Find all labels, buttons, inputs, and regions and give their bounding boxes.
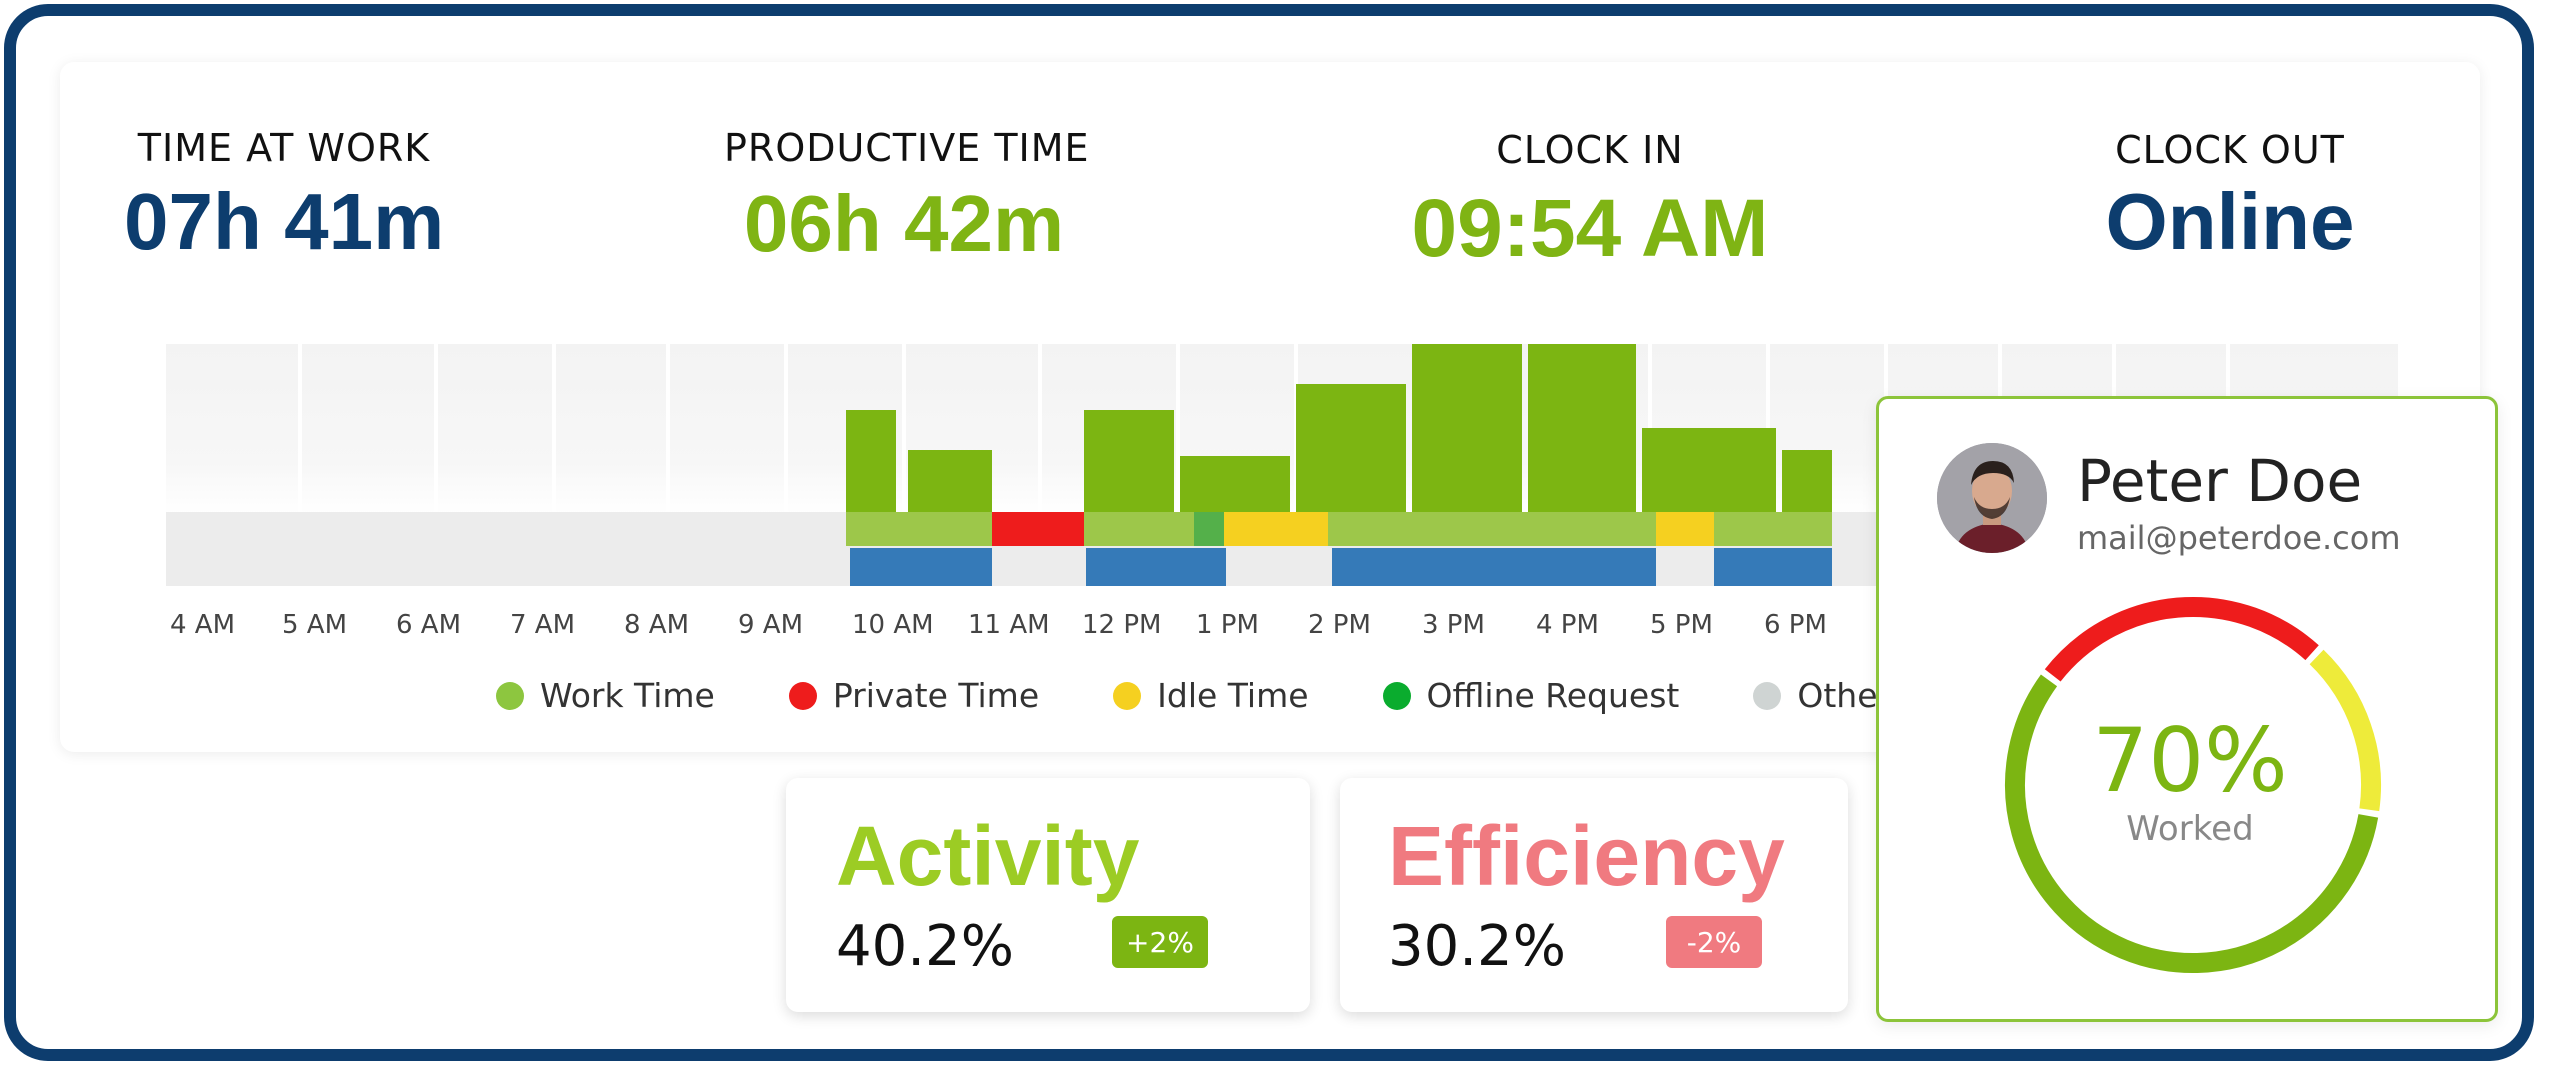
activity-bar[interactable] [1528,344,1636,514]
hour-tick: 2 PM [1308,610,1371,640]
profile-card[interactable]: Peter Doe mail@peterdoe.com 70% Worked [1876,396,2498,1022]
activity-bar[interactable] [1412,344,1522,514]
legend-dot [496,681,524,710]
efficiency-title: Efficiency [1388,809,1785,903]
stat-time-at-work: TIME AT WORK 07h 41m [124,126,444,262]
session-segment[interactable] [1086,548,1226,586]
hour-column [438,344,552,514]
stat-value: Online [2105,177,2355,266]
activity-bar[interactable] [908,450,992,514]
worked-donut-chart [2005,596,2381,973]
activity-bar[interactable] [1180,456,1290,514]
legend-item-offline-request[interactable]: Offline Request [1382,676,1680,715]
profile-name: Peter Doe [2077,447,2363,515]
legend-item-work-time[interactable]: Work Time [496,676,715,715]
session-segment[interactable] [850,548,992,586]
legend-label: Private Time [832,676,1040,715]
hour-tick: 4 AM [170,610,236,640]
legend-label: Work Time [540,676,715,715]
activity-change-badge: +2% [1112,916,1208,968]
work-time-segment[interactable] [1714,512,1832,546]
hour-column [166,344,298,514]
legend-dot [1382,681,1411,710]
stat-label: CLOCK OUT [2115,128,2345,172]
activity-card[interactable]: Activity 40.2% +2% [786,778,1310,1012]
worked-label: Worked [2126,809,2254,849]
worked-percent: 70% [2092,709,2288,812]
efficiency-card[interactable]: Efficiency 30.2% -2% [1340,778,1848,1012]
activity-bar[interactable] [846,410,896,514]
stat-clock-out: CLOCK OUT Online [2060,128,2400,262]
work-time-segment[interactable] [1328,512,1656,546]
session-segment[interactable] [1714,548,1832,586]
legend-dot [788,681,817,710]
stat-clock-in: CLOCK IN 09:54 AM [1410,128,1770,270]
stat-value: 09:54 AM [1411,183,1769,274]
private-time-segment[interactable] [992,512,1084,546]
stat-productive-time: PRODUCTIVE TIME 06h 42m [724,126,1090,268]
stat-value: 07h 41m [124,177,445,266]
idle-time-segment[interactable] [1656,512,1714,546]
profile-email: mail@peterdoe.com [2077,519,2401,557]
legend-item-idle-time[interactable]: Idle Time [1113,676,1309,715]
activity-value: 40.2% [836,914,1014,979]
activity-bar[interactable] [1084,410,1174,514]
hour-tick: 5 PM [1650,610,1713,640]
donut-segment-private [2044,596,2319,682]
hour-tick: 6 PM [1764,610,1827,640]
work-time-segment[interactable] [1084,512,1194,546]
legend-dot [1113,681,1142,710]
activity-title: Activity [836,809,1140,903]
stat-value: 06h 42m [743,179,1065,268]
activity-bar[interactable] [1296,384,1406,514]
stat-label: CLOCK IN [1496,128,1684,172]
work-time-segment[interactable] [846,512,992,546]
activity-bar[interactable] [1642,428,1776,514]
hour-tick: 10 AM [852,610,934,640]
avatar[interactable] [1937,443,2047,553]
hour-tick: 11 AM [968,610,1050,640]
idle-time-segment[interactable] [1224,512,1328,546]
legend-label: Idle Time [1157,676,1309,715]
donut-segment-worked [2005,674,2379,973]
activity-bar[interactable] [1782,450,1832,514]
stat-label: PRODUCTIVE TIME [724,126,1090,170]
legend-label: Offline Request [1426,676,1680,715]
legend-item-private-time[interactable]: Private Time [788,676,1040,715]
offline-request-segment[interactable] [1194,512,1224,546]
donut-segment-idle [2309,649,2381,812]
hour-column [556,344,666,514]
hour-tick: 4 PM [1536,610,1599,640]
hour-column [302,344,434,514]
hour-tick: 8 AM [624,610,690,640]
hour-tick: 7 AM [510,610,576,640]
hour-tick: 6 AM [396,610,462,640]
efficiency-change-badge: -2% [1666,916,1762,968]
legend-dot [1753,681,1782,710]
efficiency-value: 30.2% [1388,914,1566,979]
hour-tick: 12 PM [1082,610,1162,640]
session-segment[interactable] [1332,548,1656,586]
hour-tick: 9 AM [738,610,804,640]
hour-tick: 3 PM [1422,610,1485,640]
chart-legend: Work Time Private Time Idle Time Offline… [496,676,2036,715]
stat-label: TIME AT WORK [137,126,431,170]
hour-column [670,344,784,514]
hour-tick: 1 PM [1196,610,1259,640]
hour-tick: 5 AM [282,610,348,640]
avatar-image [1937,443,2047,553]
